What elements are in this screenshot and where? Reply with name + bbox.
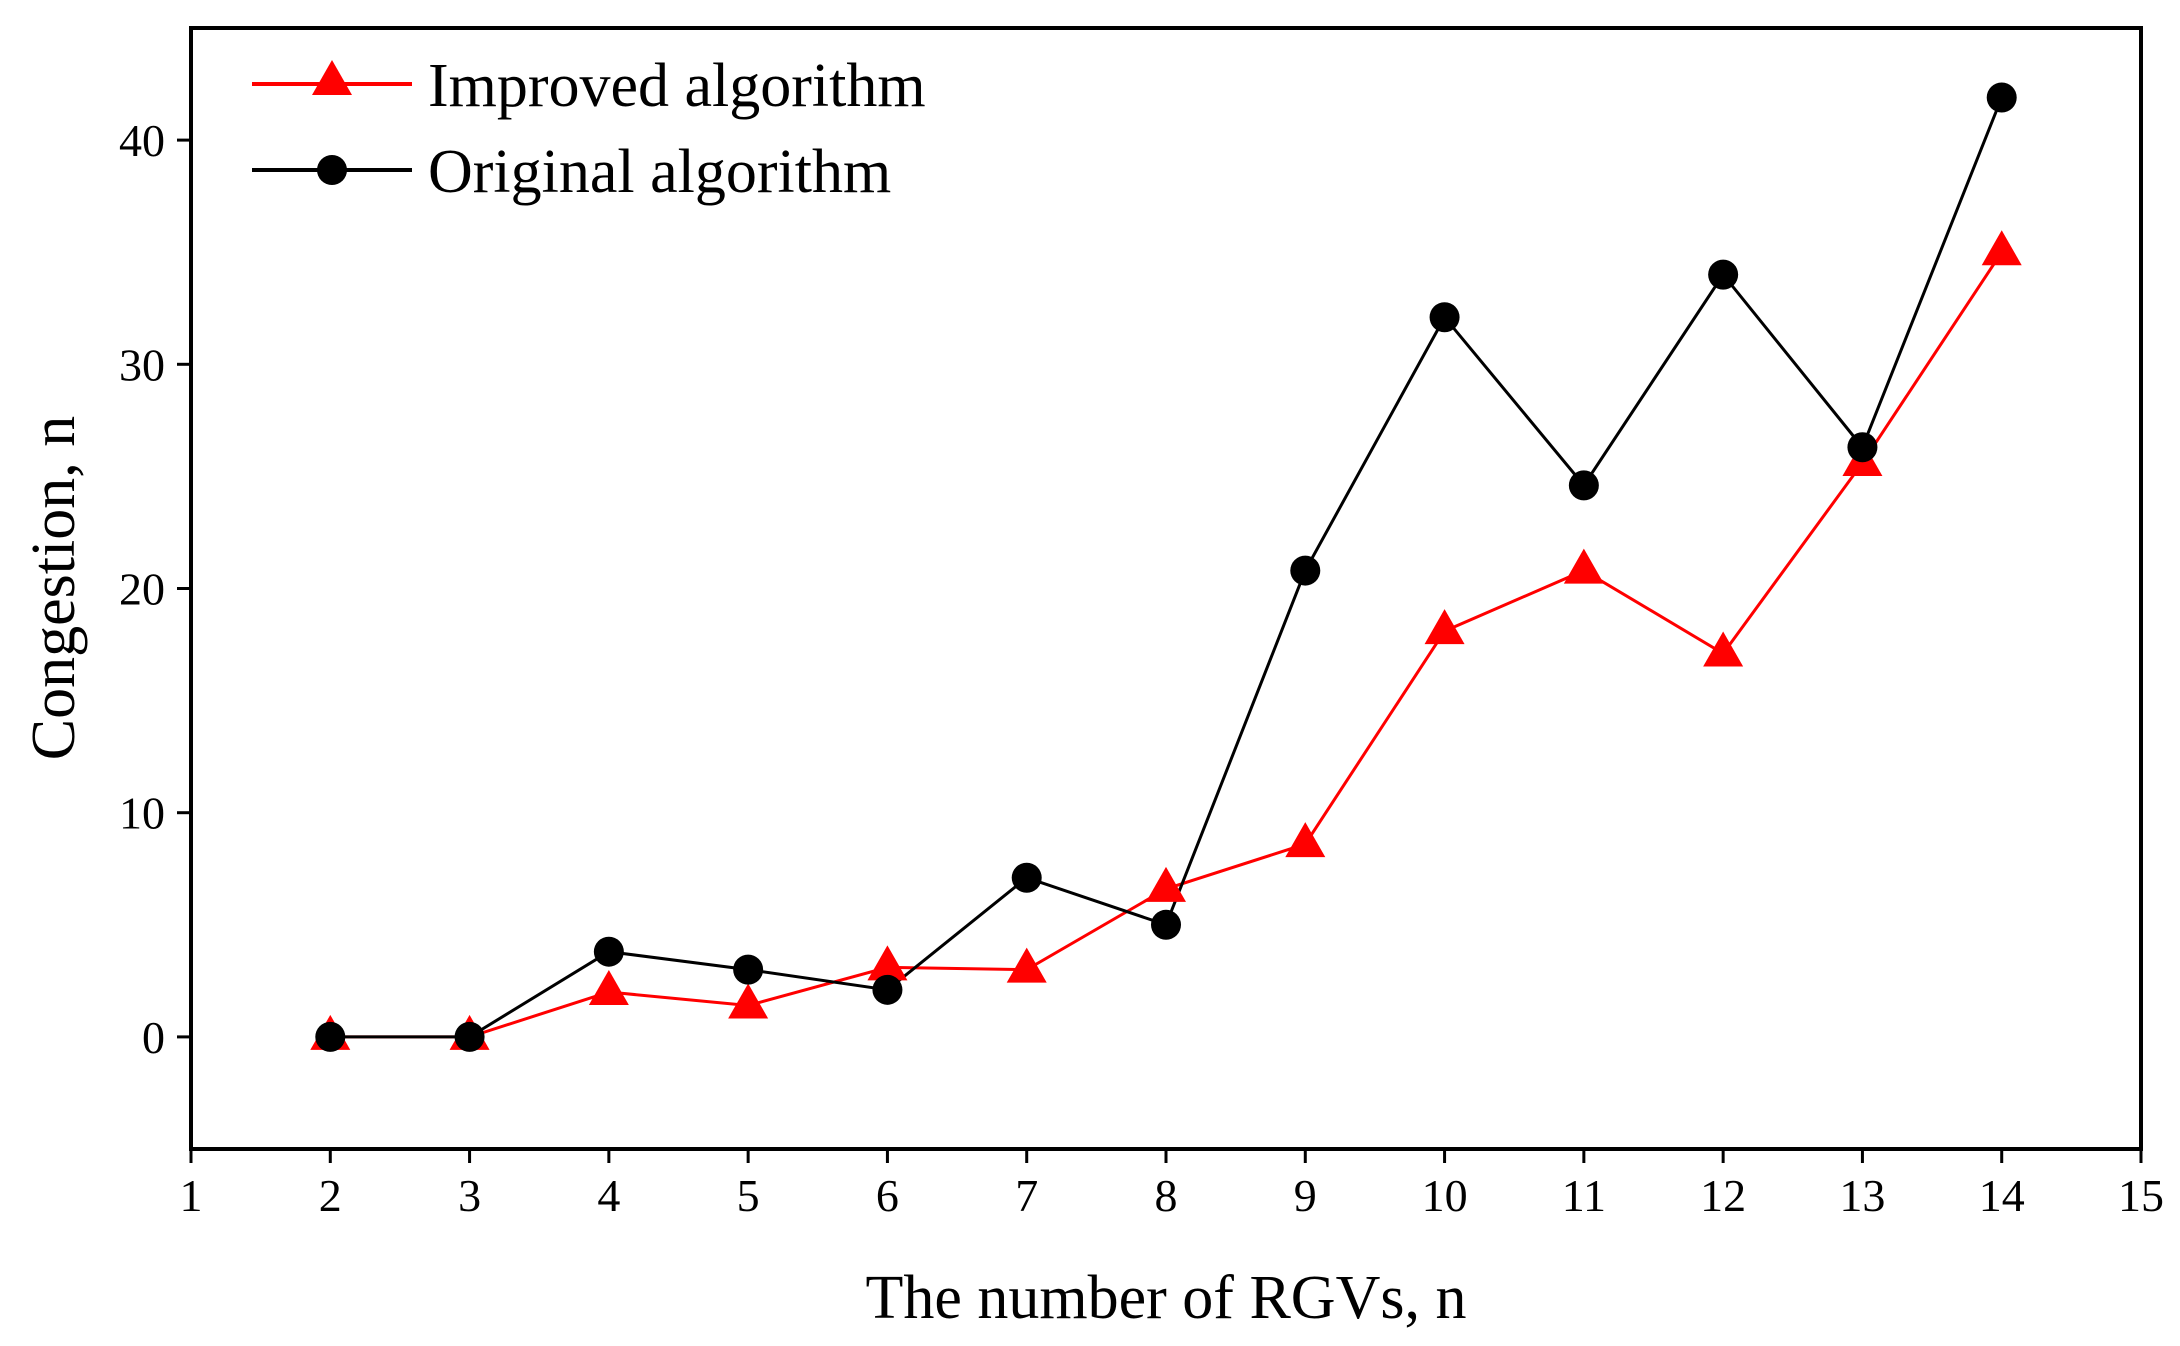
x-tick-label: 5 [737, 1170, 760, 1221]
original-point [872, 974, 903, 1005]
x-axis: 1 2 3 4 5 6 7 8 9 10 11 12 13 14 15 [180, 1149, 2164, 1221]
x-tick-label: 11 [1562, 1170, 1606, 1221]
x-tick-label: 15 [2118, 1170, 2164, 1221]
original-point [733, 954, 764, 985]
x-tick-label: 10 [1422, 1170, 1468, 1221]
original-point [1151, 909, 1181, 940]
legend: Improved algorithm Original algorithm [252, 52, 926, 206]
x-tick-label: 8 [1155, 1170, 1178, 1221]
series-layer [310, 82, 2022, 1052]
x-tick-label: 14 [1979, 1170, 2025, 1221]
improved-point [728, 983, 769, 1019]
original-point [1568, 470, 1599, 501]
x-tick-label: 12 [1700, 1170, 1746, 1221]
y-tick-label: 40 [119, 115, 165, 166]
legend-label-improved: Improved algorithm [428, 52, 926, 120]
original-point [593, 936, 624, 967]
original-point [1847, 432, 1878, 463]
original-point [1708, 259, 1739, 290]
original-point [315, 1021, 346, 1052]
original-point [454, 1021, 485, 1052]
x-axis-title: The number of RGVs, n [866, 1264, 1467, 1332]
improved-point [1703, 631, 1744, 667]
improved-point [588, 970, 629, 1006]
original-point [1290, 555, 1321, 586]
x-tick-label: 2 [319, 1170, 342, 1221]
x-tick-label: 13 [1839, 1170, 1885, 1221]
improved-point [1285, 822, 1326, 858]
improved-point [1424, 609, 1465, 645]
x-tick-label: 6 [876, 1170, 899, 1221]
original-point [1429, 302, 1460, 333]
y-axis-title: Congestion, n [20, 416, 88, 760]
x-tick-label: 1 [180, 1170, 203, 1221]
improved-point [1981, 230, 2022, 266]
y-tick-label: 0 [142, 1012, 165, 1063]
y-tick-label: 10 [119, 788, 165, 839]
legend-marker-original [317, 155, 347, 185]
y-tick-label: 30 [119, 339, 165, 390]
x-tick-label: 4 [597, 1170, 620, 1221]
legend-label-original: Original algorithm [428, 138, 891, 206]
legend-marker-improved [312, 60, 352, 95]
x-tick-label: 9 [1294, 1170, 1317, 1221]
y-axis: 0 10 20 30 40 [119, 115, 191, 1063]
x-tick-label: 3 [458, 1170, 481, 1221]
improved-point [1563, 548, 1604, 584]
y-tick-label: 20 [119, 564, 165, 615]
improved-point [867, 945, 908, 981]
original-point [1986, 82, 2017, 113]
improved-point [1146, 866, 1186, 902]
original-point [1011, 862, 1042, 893]
improved-point [1006, 947, 1047, 983]
x-tick-label: 7 [1015, 1170, 1038, 1221]
